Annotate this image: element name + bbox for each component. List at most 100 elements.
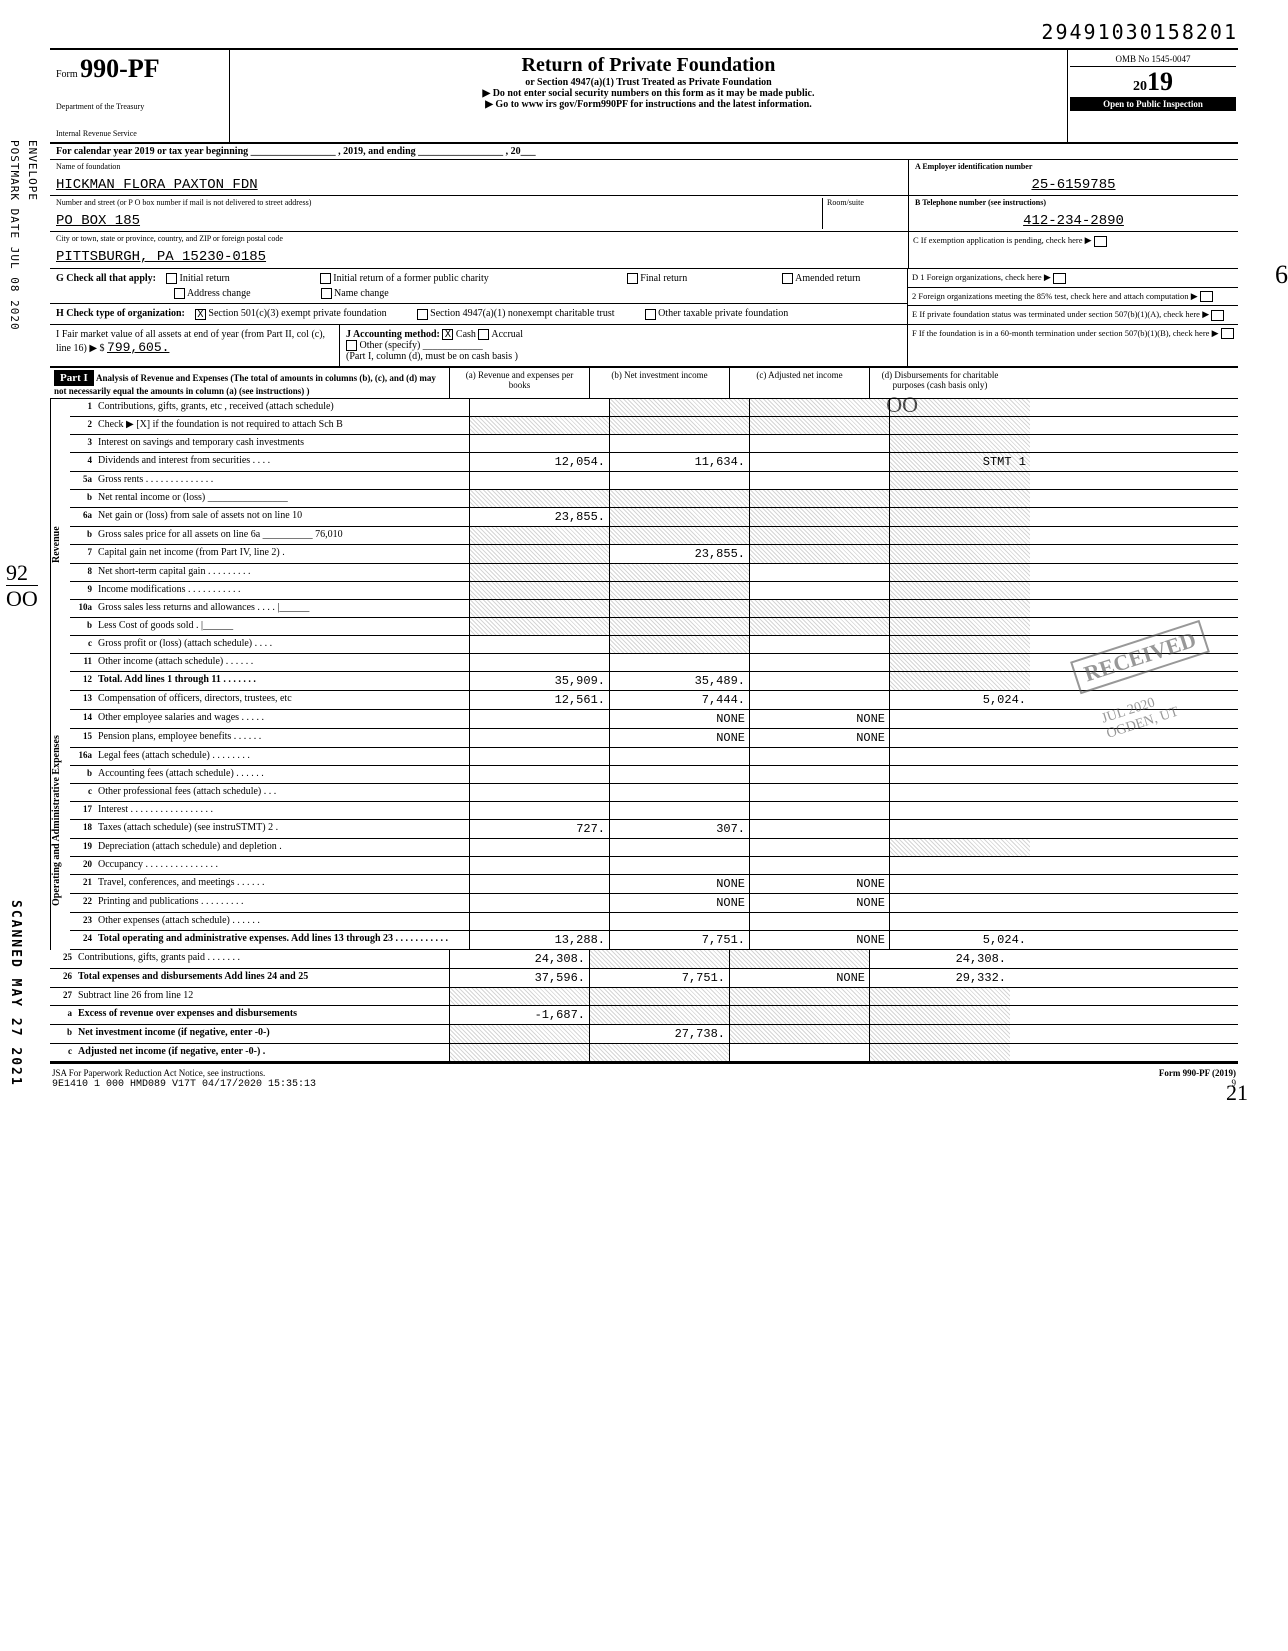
line-number: 23 xyxy=(70,913,96,930)
table-cell xyxy=(470,839,610,856)
table-cell xyxy=(890,802,1030,819)
table-cell xyxy=(750,654,890,671)
table-cell: 13,288. xyxy=(470,931,610,949)
table-cell xyxy=(890,766,1030,783)
name-change-checkbox[interactable] xyxy=(321,288,332,299)
line-description: Total operating and administrative expen… xyxy=(96,931,470,949)
table-row: 20Occupancy . . . . . . . . . . . . . . … xyxy=(70,857,1238,875)
line-description: Gross rents . . . . . . . . . . . . . . xyxy=(96,472,470,489)
table-cell: 12,561. xyxy=(470,691,610,709)
line-description: Other professional fees (attach schedule… xyxy=(96,784,470,801)
h-check-row: H Check type of organization: X Section … xyxy=(50,304,907,324)
col-c-header: (c) Adjusted net income xyxy=(730,368,870,398)
phone-label: B Telephone number (see instructions) xyxy=(915,198,1232,207)
line-description: Gross sales price for all assets on line… xyxy=(96,527,470,544)
table-cell xyxy=(890,820,1030,838)
table-cell xyxy=(750,508,890,526)
initial-return-checkbox[interactable] xyxy=(166,273,177,284)
table-row: 15Pension plans, employee benefits . . .… xyxy=(70,729,1238,748)
col-b-header: (b) Net investment income xyxy=(590,368,730,398)
line-description: Net rental income or (loss) ____________… xyxy=(96,490,470,507)
line-number: 27 xyxy=(50,988,76,1005)
f-checkbox[interactable] xyxy=(1221,328,1234,339)
initial-public-checkbox[interactable] xyxy=(320,273,331,284)
other-method-checkbox[interactable] xyxy=(346,340,357,351)
table-cell xyxy=(470,875,610,893)
table-cell xyxy=(450,1025,590,1043)
table-cell xyxy=(610,472,750,489)
table-row: cAdjusted net income (if negative, enter… xyxy=(50,1044,1238,1062)
line-number: 5a xyxy=(70,472,96,489)
table-row: 22Printing and publications . . . . . . … xyxy=(70,894,1238,913)
table-cell xyxy=(590,988,730,1005)
table-cell xyxy=(470,582,610,599)
line-description: Capital gain net income (from Part IV, l… xyxy=(96,545,470,563)
table-cell: NONE xyxy=(610,729,750,747)
exemption-checkbox[interactable] xyxy=(1094,236,1107,247)
table-cell xyxy=(750,600,890,617)
table-cell xyxy=(470,600,610,617)
table-cell xyxy=(470,784,610,801)
handwritten-21: 21 xyxy=(1226,1080,1248,1106)
table-cell xyxy=(470,417,610,434)
d1-checkbox[interactable] xyxy=(1053,273,1066,284)
table-cell xyxy=(890,913,1030,930)
4947-checkbox[interactable] xyxy=(417,309,428,320)
table-row: cOther professional fees (attach schedul… xyxy=(70,784,1238,802)
e-checkbox[interactable] xyxy=(1211,310,1224,321)
address-change-checkbox[interactable] xyxy=(174,288,185,299)
501c3-checkbox[interactable]: X xyxy=(195,309,206,320)
footer-left: JSA For Paperwork Reduction Act Notice, … xyxy=(52,1068,265,1078)
table-row: bAccounting fees (attach schedule) . . .… xyxy=(70,766,1238,784)
line-number: b xyxy=(70,618,96,635)
exemption-pending-label: C If exemption application is pending, c… xyxy=(913,235,1082,245)
d2-checkbox[interactable] xyxy=(1200,291,1213,302)
table-cell: 35,489. xyxy=(610,672,750,690)
table-cell xyxy=(610,766,750,783)
table-cell: NONE xyxy=(610,710,750,728)
final-return-checkbox[interactable] xyxy=(627,273,638,284)
ein-value: 25-6159785 xyxy=(915,171,1232,193)
document-number: 29491030158201 xyxy=(50,20,1238,44)
table-cell xyxy=(470,654,610,671)
table-row: bNet investment income (if negative, ent… xyxy=(50,1025,1238,1044)
line-description: Pension plans, employee benefits . . . .… xyxy=(96,729,470,747)
line-description: Other income (attach schedule) . . . . .… xyxy=(96,654,470,671)
line-description: Accounting fees (attach schedule) . . . … xyxy=(96,766,470,783)
table-cell xyxy=(750,636,890,653)
table-cell xyxy=(610,784,750,801)
table-cell xyxy=(890,672,1030,690)
table-cell xyxy=(890,636,1030,653)
table-cell xyxy=(890,600,1030,617)
accrual-checkbox[interactable] xyxy=(478,329,489,340)
table-cell: 5,024. xyxy=(890,691,1030,709)
ein-label: A Employer identification number xyxy=(915,162,1232,171)
table-row: 4Dividends and interest from securities … xyxy=(70,453,1238,472)
foundation-city: PITTSBURGH, PA 15230-0185 xyxy=(56,243,902,265)
tax-year: 2019 xyxy=(1070,67,1236,97)
amended-return-checkbox[interactable] xyxy=(782,273,793,284)
table-cell xyxy=(750,784,890,801)
line-description: Gross sales less returns and allowances … xyxy=(96,600,470,617)
table-cell xyxy=(470,913,610,930)
table-cell: 7,751. xyxy=(590,969,730,987)
line-number: 6a xyxy=(70,508,96,526)
table-row: 12Total. Add lines 1 through 11 . . . . … xyxy=(70,672,1238,691)
line-number: c xyxy=(70,636,96,653)
line-number: 24 xyxy=(70,931,96,949)
table-cell xyxy=(750,435,890,452)
table-cell xyxy=(890,545,1030,563)
table-cell: -1,687. xyxy=(450,1006,590,1024)
table-cell xyxy=(470,564,610,581)
line-description: Travel, conferences, and meetings . . . … xyxy=(96,875,470,893)
cash-checkbox[interactable]: X xyxy=(442,329,453,340)
table-cell xyxy=(470,435,610,452)
table-cell xyxy=(470,802,610,819)
table-cell xyxy=(470,472,610,489)
table-row: 18Taxes (attach schedule) (see instruSTM… xyxy=(70,820,1238,839)
other-taxable-checkbox[interactable] xyxy=(645,309,656,320)
table-cell xyxy=(750,399,890,416)
col-a-header: (a) Revenue and expenses per books xyxy=(450,368,590,398)
table-cell xyxy=(610,600,750,617)
line-description: Depreciation (attach schedule) and deple… xyxy=(96,839,470,856)
